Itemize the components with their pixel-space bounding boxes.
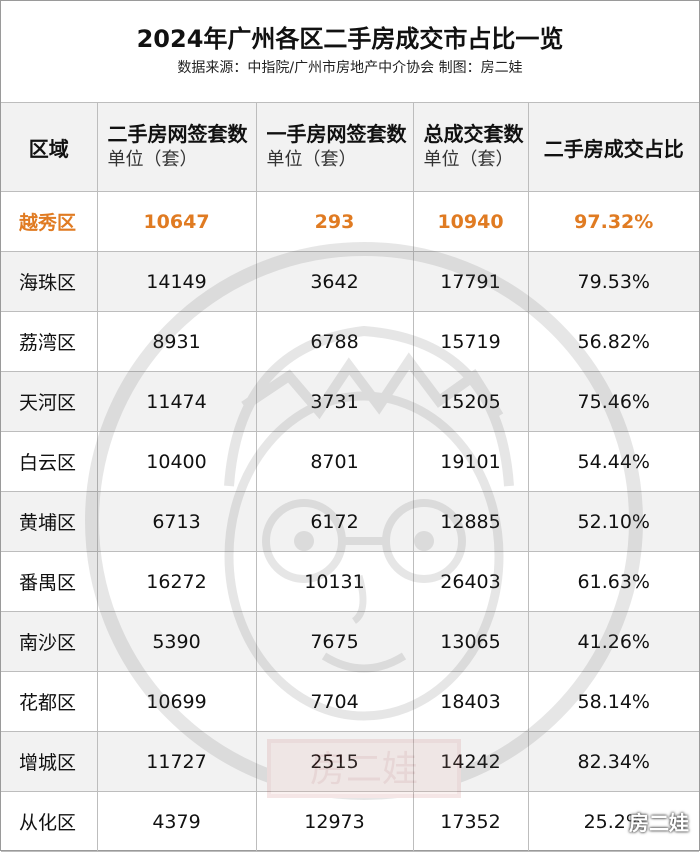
cell-new: 3731 (255, 371, 414, 432)
cell-region: 海珠区 (1, 251, 98, 312)
cell-new: 2515 (255, 731, 414, 792)
table-row: 天河区 11474 3731 15205 75.46% (1, 371, 699, 432)
cell-new: 12973 (255, 791, 414, 852)
table-row: 荔湾区 8931 6788 15719 56.82% (1, 311, 699, 372)
cell-total: 18403 (412, 671, 529, 732)
cell-share: 61.63% (527, 551, 699, 612)
cell-total: 19101 (412, 431, 529, 492)
cell-region: 黄埔区 (1, 491, 98, 552)
cell-new: 7675 (255, 611, 414, 672)
cell-resale: 5390 (96, 611, 257, 672)
cell-share: 54.44% (527, 431, 699, 492)
cell-share: 97.32% (527, 191, 699, 252)
corner-watermark-text: 房二娃 (629, 811, 689, 835)
header-new-unit: 单位（套） (266, 149, 357, 170)
cell-total: 26403 (412, 551, 529, 612)
cell-resale: 4379 (96, 791, 257, 852)
cell-new: 6172 (255, 491, 414, 552)
cell-new: 8701 (255, 431, 414, 492)
cell-share: 52.10% (527, 491, 699, 552)
cell-region: 花都区 (1, 671, 98, 732)
table-row: 越秀区 10647 293 10940 97.32% (1, 191, 699, 252)
cell-share: 82.34% (527, 731, 699, 792)
cell-new: 6788 (255, 311, 414, 372)
cell-resale: 10699 (96, 671, 257, 732)
cell-total: 10940 (412, 191, 529, 252)
cell-resale: 10400 (96, 431, 257, 492)
cell-resale: 8931 (96, 311, 257, 372)
cell-region: 越秀区 (1, 191, 98, 252)
cell-total: 15719 (412, 311, 529, 372)
cell-new: 293 (255, 191, 414, 252)
header-resale-unit: 单位（套） (107, 149, 198, 170)
table-row: 花都区 10699 7704 18403 58.14% (1, 671, 699, 732)
cell-share: 56.82% (527, 311, 699, 372)
cell-resale: 6713 (96, 491, 257, 552)
cell-new: 3642 (255, 251, 414, 312)
cell-share: 75.46% (527, 371, 699, 432)
table-row: 黄埔区 6713 6172 12885 52.10% (1, 491, 699, 552)
cell-new: 7704 (255, 671, 414, 732)
header-total: 总成交套数 单位（套） (412, 102, 529, 192)
cell-resale: 14149 (96, 251, 257, 312)
cell-region: 荔湾区 (1, 311, 98, 372)
table-row: 白云区 10400 8701 19101 54.44% (1, 431, 699, 492)
cell-region: 天河区 (1, 371, 98, 432)
cell-region: 增城区 (1, 731, 98, 792)
cell-total: 12885 (412, 491, 529, 552)
cell-region: 番禺区 (1, 551, 98, 612)
header-new-label: 一手房网签套数 (266, 122, 407, 146)
table-row: 南沙区 5390 7675 13065 41.26% (1, 611, 699, 672)
table-row: 增城区 11727 2515 14242 82.34% (1, 731, 699, 792)
table-row: 从化区 4379 12973 17352 25.2% (1, 791, 699, 852)
page-title: 2024年广州各区二手房成交市占比一览 (136, 25, 564, 53)
cell-resale: 11727 (96, 731, 257, 792)
header-resale-label: 二手房网签套数 (107, 122, 248, 146)
table-row: 番禺区 16272 10131 26403 61.63% (1, 551, 699, 612)
header-new: 一手房网签套数 单位（套） (255, 102, 414, 192)
table-header-row: 区域 二手房网签套数 单位（套） 一手房网签套数 单位（套） 总成交套数 单位（… (1, 102, 699, 192)
table-row: 海珠区 14149 3642 17791 79.53% (1, 251, 699, 312)
cell-resale: 11474 (96, 371, 257, 432)
cell-region: 白云区 (1, 431, 98, 492)
cell-region: 从化区 (1, 791, 98, 852)
header-total-unit: 单位（套） (423, 149, 514, 170)
market-share-table: 区域 二手房网签套数 单位（套） 一手房网签套数 单位（套） 总成交套数 单位（… (1, 102, 699, 852)
cell-total: 13065 (412, 611, 529, 672)
cell-total: 15205 (412, 371, 529, 432)
cell-share: 25.2% (527, 791, 699, 852)
cell-total: 17791 (412, 251, 529, 312)
header-share: 二手房成交占比 (527, 102, 699, 192)
cell-region: 南沙区 (1, 611, 98, 672)
cell-resale: 16272 (96, 551, 257, 612)
title-block: 2024年广州各区二手房成交市占比一览 数据来源：中指院/广州市房地产中介协会 … (1, 1, 699, 103)
cell-share: 58.14% (527, 671, 699, 732)
cell-share: 41.26% (527, 611, 699, 672)
header-region: 区域 (1, 102, 98, 192)
cell-share: 79.53% (527, 251, 699, 312)
cell-total: 17352 (412, 791, 529, 852)
cell-total: 14242 (412, 731, 529, 792)
cell-resale: 10647 (96, 191, 257, 252)
cell-new: 10131 (255, 551, 414, 612)
header-total-label: 总成交套数 (423, 122, 524, 146)
header-resale: 二手房网签套数 单位（套） (96, 102, 257, 192)
data-source-note: 数据来源：中指院/广州市房地产中介协会 制图：房二娃 (177, 60, 523, 76)
